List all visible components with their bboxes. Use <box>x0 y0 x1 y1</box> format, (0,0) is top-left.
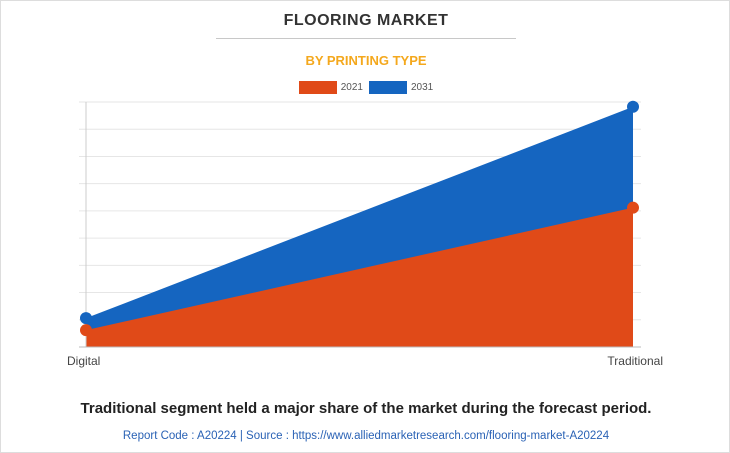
legend-swatch-2031 <box>369 81 407 94</box>
legend-item-2021[interactable]: 2021 <box>298 81 363 94</box>
x-tick-labels: Digital Traditional <box>67 354 663 368</box>
chart-caption: Traditional segment held a major share o… <box>80 400 652 417</box>
axes <box>79 102 641 348</box>
x-tick-label-digital: Digital <box>67 354 100 368</box>
title-divider <box>216 38 516 39</box>
legend-label-2021: 2021 <box>340 82 363 93</box>
point-2031-traditional <box>627 100 639 113</box>
point-2031-digital <box>80 312 92 325</box>
point-2021-traditional <box>627 201 639 214</box>
chart-subtitle: BY PRINTING TYPE <box>305 53 427 68</box>
legend-label-2031: 2031 <box>411 82 434 93</box>
chart-title: FLOORING MARKET <box>283 12 449 29</box>
area-2021 <box>86 207 633 347</box>
source-footer[interactable]: Report Code : A20224 | Source : https://… <box>122 430 610 442</box>
series-areas <box>86 106 633 347</box>
legend-swatch-2021 <box>298 81 337 94</box>
series-points <box>80 100 639 337</box>
legend-item-2031[interactable]: 2031 <box>369 81 433 94</box>
x-tick-label-traditional: Traditional <box>607 354 663 368</box>
chart-legend: 2021 2031 <box>1 81 730 94</box>
point-2021-digital <box>80 324 92 337</box>
area-chart: Digital Traditional <box>67 100 663 368</box>
